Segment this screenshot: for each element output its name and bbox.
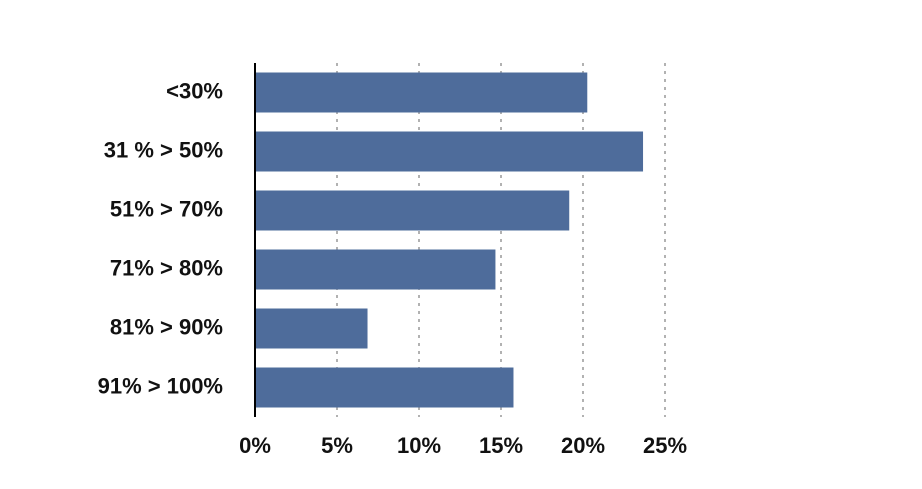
bar (256, 249, 496, 290)
bar (256, 131, 644, 172)
x-tick-label: 5% (321, 433, 353, 458)
y-tick-label: 91% > 100% (98, 373, 223, 398)
y-tick-label: 51% > 70% (110, 196, 223, 221)
y-tick-label: 81% > 90% (110, 314, 223, 339)
x-tick-label: 0% (239, 433, 271, 458)
bar (256, 190, 570, 231)
x-tick-label: 20% (561, 433, 605, 458)
y-tick-label: <30% (166, 78, 223, 103)
y-tick-label: 71% > 80% (110, 255, 223, 280)
bar (256, 308, 368, 349)
x-tick-label: 25% (643, 433, 687, 458)
x-tick-label: 15% (479, 433, 523, 458)
bar (256, 367, 514, 408)
bar (256, 72, 588, 113)
x-tick-label: 10% (397, 433, 441, 458)
y-tick-label: 31 % > 50% (104, 137, 223, 162)
